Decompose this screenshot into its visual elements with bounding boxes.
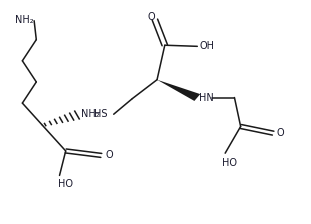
Polygon shape (157, 80, 200, 101)
Text: NH₂: NH₂ (15, 15, 33, 25)
Text: HS: HS (94, 109, 107, 119)
Text: O: O (276, 128, 284, 138)
Text: HN: HN (199, 93, 214, 103)
Text: O: O (105, 150, 113, 160)
Text: OH: OH (200, 41, 215, 51)
Text: HO: HO (222, 158, 237, 168)
Text: HO: HO (58, 179, 73, 189)
Text: O: O (147, 12, 155, 22)
Text: NH₂: NH₂ (81, 109, 100, 119)
